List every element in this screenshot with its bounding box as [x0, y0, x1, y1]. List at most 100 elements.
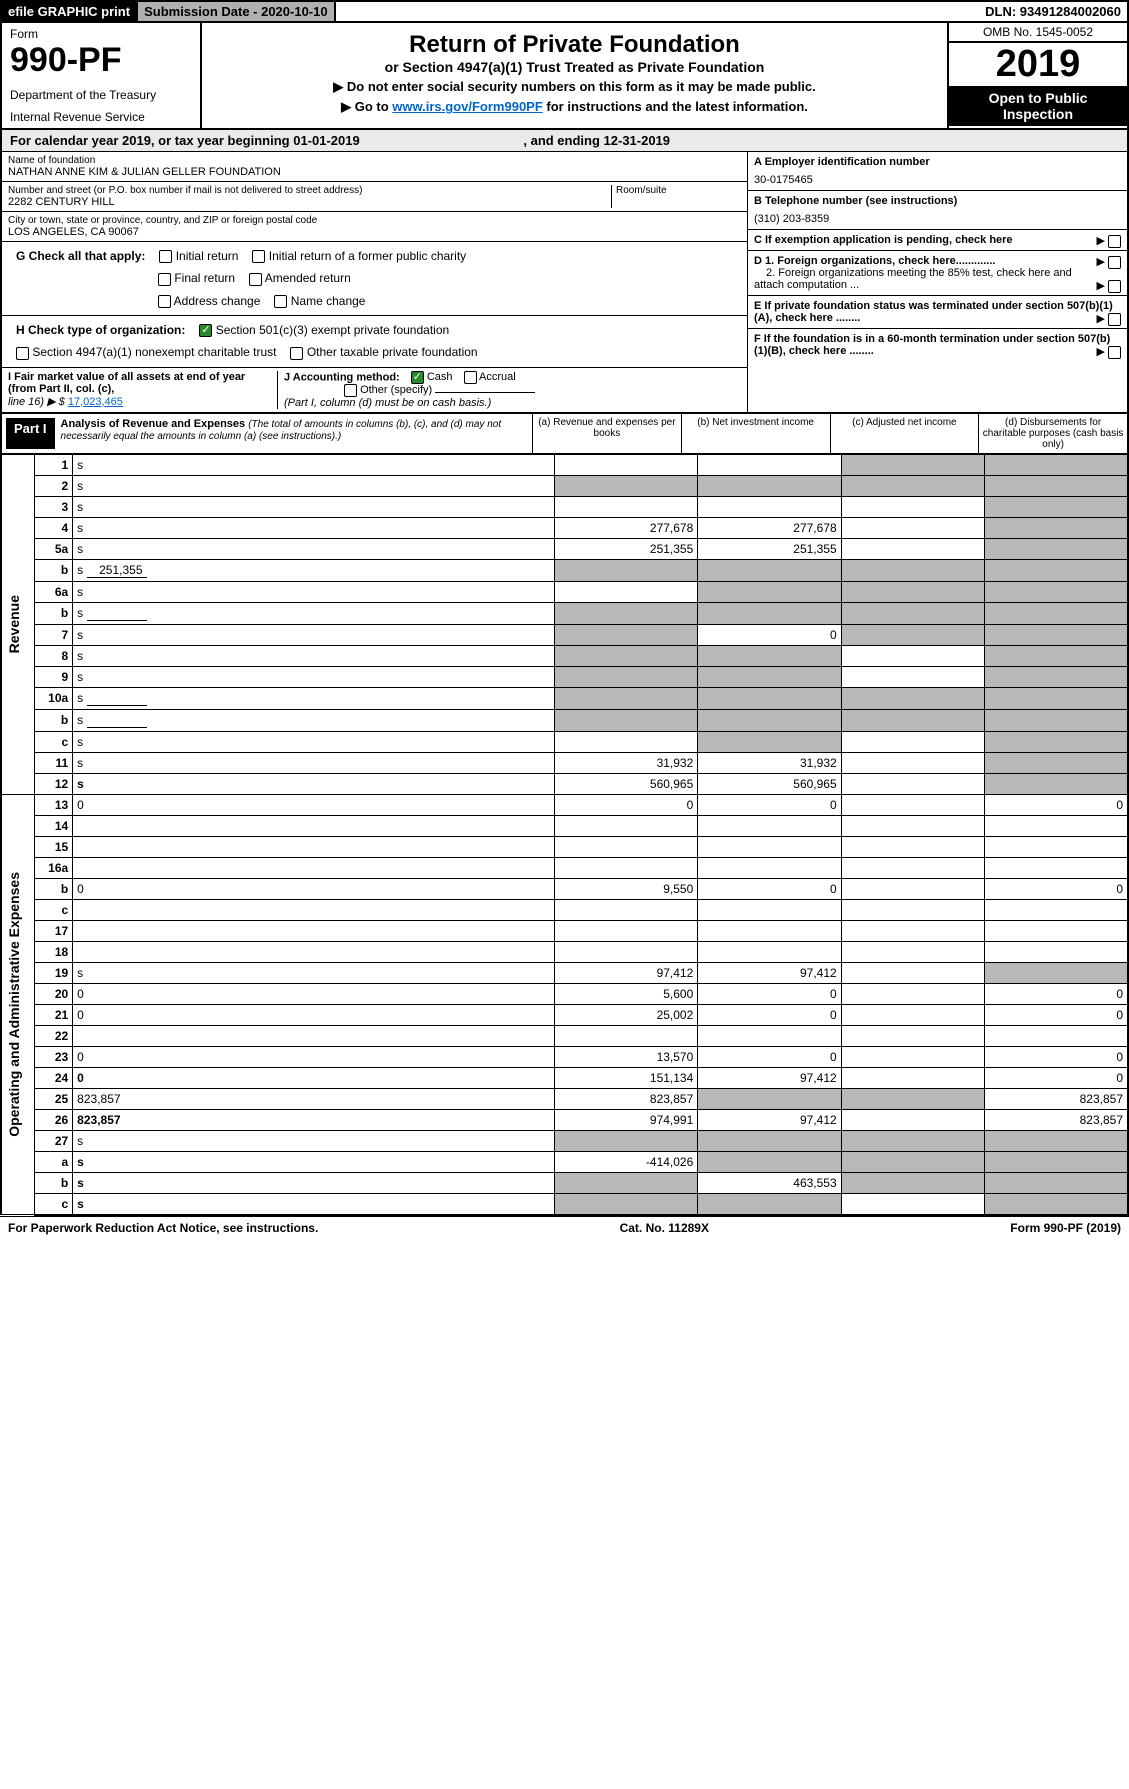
phone-label: B Telephone number (see instructions) [754, 195, 1121, 207]
table-row: bs [1, 709, 1128, 731]
col-b-header: (b) Net investment income [681, 414, 830, 453]
table-row: 6as [1, 581, 1128, 602]
table-row: 14 [1, 815, 1128, 836]
main-table: Revenue1s2s3s4s277,678277,6785as251,3552… [0, 455, 1129, 1216]
topbar: efile GRAPHIC print Submission Date - 20… [0, 0, 1129, 23]
irs-label: Internal Revenue Service [10, 110, 192, 124]
row-desc: 0 [73, 794, 555, 815]
addr-cell: Number and street (or P.O. box number if… [2, 182, 747, 212]
form-number: 990-PF [10, 41, 192, 80]
checkbox-amended[interactable] [249, 273, 262, 286]
table-row: 21025,00200 [1, 1004, 1128, 1025]
j-label: J Accounting method: [284, 371, 400, 383]
row-desc: s [73, 602, 555, 624]
row-desc [73, 815, 555, 836]
checkbox-foreign-org[interactable] [1108, 256, 1121, 269]
col-a-header: (a) Revenue and expenses per books [532, 414, 681, 453]
city-label: City or town, state or province, country… [8, 215, 741, 226]
row-num: 22 [35, 1025, 73, 1046]
table-row: 11s31,93231,932 [1, 752, 1128, 773]
checkbox-507b1b[interactable] [1108, 346, 1121, 359]
checkbox-initial-return[interactable] [159, 250, 172, 263]
phone-cell: B Telephone number (see instructions) (3… [748, 191, 1127, 230]
table-row: bs463,553 [1, 1172, 1128, 1193]
checkbox-4947[interactable] [16, 347, 29, 360]
checkbox-accrual[interactable] [464, 371, 477, 384]
checkbox-cash[interactable] [411, 371, 424, 384]
foundation-city: LOS ANGELES, CA 90067 [8, 226, 741, 238]
table-row: c [1, 899, 1128, 920]
opt-4947: Section 4947(a)(1) nonexempt charitable … [32, 345, 276, 359]
table-row: 25823,857823,857823,857 [1, 1088, 1128, 1109]
row-num: 17 [35, 920, 73, 941]
i-label1: I Fair market value of all assets at end… [8, 371, 245, 395]
row-desc: s [73, 496, 555, 517]
checkbox-other-taxable[interactable] [290, 347, 303, 360]
part1-title-area: Part I Analysis of Revenue and Expenses … [2, 414, 532, 453]
col-c-header: (c) Adjusted net income [830, 414, 979, 453]
c-label: C If exemption application is pending, c… [754, 234, 1013, 246]
fmv-value: 17,023,465 [68, 396, 123, 408]
row-num: 9 [35, 666, 73, 687]
row-num: 19 [35, 962, 73, 983]
part1-label: Part I [6, 418, 55, 449]
row-num: 18 [35, 941, 73, 962]
row-desc: s [73, 962, 555, 983]
row-desc: s [73, 1193, 555, 1215]
row-desc: s [73, 687, 555, 709]
table-row: 3s [1, 496, 1128, 517]
table-row: 17 [1, 920, 1128, 941]
efile-label: efile GRAPHIC print [2, 2, 136, 21]
footer-mid: Cat. No. 11289X [620, 1221, 709, 1235]
row-num: b [35, 709, 73, 731]
checkbox-address-change[interactable] [158, 295, 171, 308]
c-cell: C If exemption application is pending, c… [748, 230, 1127, 251]
row-num: 14 [35, 815, 73, 836]
checkbox-other-method[interactable] [344, 384, 357, 397]
row-num: 4 [35, 517, 73, 538]
name-cell: Name of foundation NATHAN ANNE KIM & JUL… [2, 152, 747, 182]
checkbox-final[interactable] [158, 273, 171, 286]
tax-year: 2019 [949, 43, 1127, 86]
row-desc: 0 [73, 1046, 555, 1067]
row-desc [73, 857, 555, 878]
checkbox-exemption-pending[interactable] [1108, 235, 1121, 248]
j-note: (Part I, column (d) must be on cash basi… [284, 397, 491, 409]
opt-name-change: Name change [291, 294, 366, 308]
checkbox-initial-former[interactable] [252, 250, 265, 263]
checkbox-name-change[interactable] [274, 295, 287, 308]
row-num: 11 [35, 752, 73, 773]
checkbox-507b1a[interactable] [1108, 313, 1121, 326]
table-row: 18 [1, 941, 1128, 962]
addr-label: Number and street (or P.O. box number if… [8, 185, 611, 196]
e-label: E If private foundation status was termi… [754, 300, 1113, 324]
f-label: F If the foundation is in a 60-month ter… [754, 333, 1110, 357]
j-other: Other (specify) [360, 384, 432, 396]
row-desc: s [73, 709, 555, 731]
checkbox-501c3[interactable] [199, 324, 212, 337]
row-desc: 823,857 [73, 1088, 555, 1109]
row-desc [73, 920, 555, 941]
row-desc: s [73, 645, 555, 666]
row-desc: s [73, 666, 555, 687]
form-title: Return of Private Foundation [210, 31, 939, 59]
row-desc: 0 [73, 983, 555, 1004]
form-label: Form [10, 27, 192, 41]
row-num: 26 [35, 1109, 73, 1130]
table-row: 240151,13497,4120 [1, 1067, 1128, 1088]
j-cash: Cash [427, 371, 453, 383]
opt-final: Final return [174, 271, 235, 285]
opt-initial: Initial return [176, 249, 239, 263]
col-d-header: (d) Disbursements for charitable purpose… [978, 414, 1127, 453]
row-num: 24 [35, 1067, 73, 1088]
table-row: 15 [1, 836, 1128, 857]
j-accrual: Accrual [479, 371, 516, 383]
opt-initial-former: Initial return of a former public charit… [269, 249, 466, 263]
ij-row: I Fair market value of all assets at end… [2, 368, 747, 412]
row-num: b [35, 1172, 73, 1193]
expenses-section: Operating and Administrative Expenses [1, 794, 35, 1215]
checkbox-85pct[interactable] [1108, 280, 1121, 293]
instr2-suffix: for instructions and the latest informat… [543, 99, 808, 114]
irs-link[interactable]: www.irs.gov/Form990PF [392, 99, 543, 114]
f-cell: F If the foundation is in a 60-month ter… [748, 329, 1127, 361]
